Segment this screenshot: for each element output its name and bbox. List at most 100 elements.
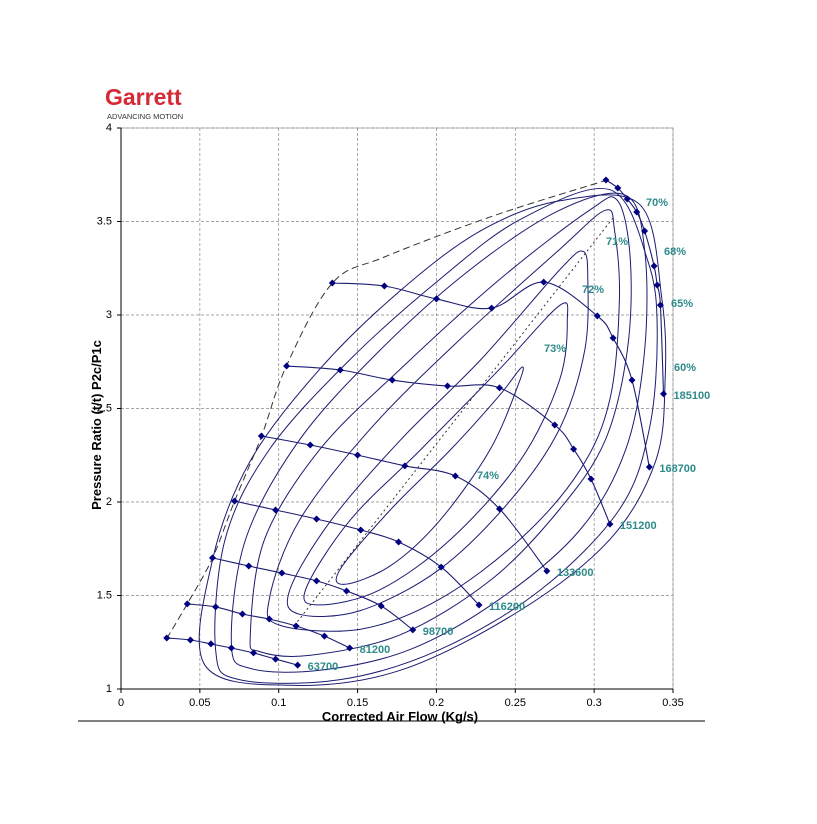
x-axis-title: Corrected Air Flow (Kg/s) — [322, 709, 478, 724]
speed-point — [257, 432, 265, 440]
speed-point — [543, 567, 551, 575]
speed-point — [354, 451, 362, 459]
speed-label: 116200 — [489, 601, 525, 613]
speed-point — [212, 603, 220, 611]
speed-point — [496, 384, 504, 392]
speed-point — [320, 632, 328, 640]
speed-label: 81200 — [360, 644, 391, 656]
speed-point — [249, 649, 257, 657]
speed-point — [380, 282, 388, 290]
speed-point — [623, 195, 631, 203]
speed-point — [587, 475, 595, 483]
speed-point — [343, 587, 351, 595]
speed-point — [660, 390, 668, 398]
efficiency-contour — [286, 250, 589, 617]
speed-point — [451, 472, 459, 480]
speed-label: 185100 — [674, 390, 711, 402]
x-tick-label: 0.35 — [662, 697, 683, 709]
speed-point — [328, 279, 336, 287]
speed-point — [231, 497, 239, 505]
efficiency-label: 74% — [477, 470, 499, 482]
speed-point — [614, 184, 622, 192]
speed-point — [272, 655, 280, 663]
speed-point — [606, 520, 614, 528]
speed-point — [388, 376, 396, 384]
speed-point — [570, 445, 578, 453]
efficiency-label: 70% — [646, 197, 668, 209]
speed-point — [238, 610, 246, 618]
speed-point — [633, 208, 641, 216]
y-tick-label: 2 — [106, 496, 112, 508]
efficiency-contour — [230, 192, 648, 673]
speed-point — [313, 515, 321, 523]
efficiency-label: 71% — [606, 236, 628, 248]
x-tick-label: 0.1 — [271, 697, 286, 709]
speed-point — [357, 526, 365, 534]
speed-point — [207, 640, 215, 648]
speed-point — [313, 577, 321, 585]
speed-label: 133600 — [557, 567, 594, 579]
speed-point — [645, 463, 653, 471]
speed-point — [278, 569, 286, 577]
x-tick-label: 0.3 — [586, 697, 601, 709]
speed-point — [208, 554, 216, 562]
y-tick-label: 1.5 — [97, 589, 112, 601]
speed-line — [261, 435, 548, 572]
efficiency-contour — [198, 194, 667, 686]
y-tick-label: 3 — [106, 309, 112, 321]
y-tick-label: 4 — [106, 122, 112, 134]
y-tick-label: 3.5 — [97, 215, 112, 227]
speed-point — [551, 421, 559, 429]
speed-point — [496, 505, 504, 513]
logo-tagline: ADVANCING MOTION — [107, 112, 183, 121]
efficiency-label: 60% — [674, 362, 696, 374]
x-tick-label: 0.25 — [505, 697, 526, 709]
speed-point — [656, 301, 664, 309]
speed-point — [401, 462, 409, 470]
speed-point — [432, 295, 440, 303]
efficiency-contour — [214, 188, 658, 684]
efficiency-contour — [249, 196, 632, 657]
speed-point — [336, 366, 344, 374]
speed-label: 98700 — [423, 626, 454, 638]
speed-point — [346, 644, 354, 652]
speed-point — [593, 312, 601, 320]
speed-point — [292, 622, 300, 630]
logo: Garrett — [105, 84, 182, 110]
speed-point — [183, 600, 191, 608]
speed-point — [609, 334, 617, 342]
speed-point — [227, 644, 235, 652]
speed-point — [306, 441, 314, 449]
speed-point — [641, 227, 649, 235]
x-tick-label: 0.2 — [429, 697, 444, 709]
speed-point — [272, 506, 280, 514]
speed-line — [212, 557, 414, 631]
speed-point — [650, 262, 658, 270]
speed-point — [409, 626, 417, 634]
speed-point — [294, 661, 302, 669]
peak-efficiency-line — [294, 215, 615, 626]
efficiency-label: 72% — [582, 284, 604, 296]
efficiency-label: 68% — [664, 246, 686, 258]
efficiency-label: 73% — [544, 343, 566, 355]
y-axis-title: Pressure Ratio (t/t) P2c/P1c — [89, 340, 104, 510]
speed-point — [245, 562, 253, 570]
efficiency-label: 65% — [671, 298, 693, 310]
speed-point — [395, 538, 403, 546]
speed-point — [443, 382, 451, 390]
speed-point — [163, 634, 171, 642]
speed-point — [540, 278, 548, 286]
surge-line — [166, 179, 607, 639]
speed-point — [602, 176, 610, 184]
speed-point — [488, 304, 496, 312]
speed-point — [377, 602, 385, 610]
y-tick-label: 1 — [106, 683, 112, 695]
efficiency-contour — [303, 302, 569, 606]
speed-label: 168700 — [659, 463, 696, 475]
x-tick-label: 0 — [118, 697, 124, 709]
speed-point — [265, 615, 273, 623]
speed-point — [283, 362, 291, 370]
y-tick-label: 2.5 — [97, 402, 112, 414]
speed-point — [628, 376, 636, 384]
